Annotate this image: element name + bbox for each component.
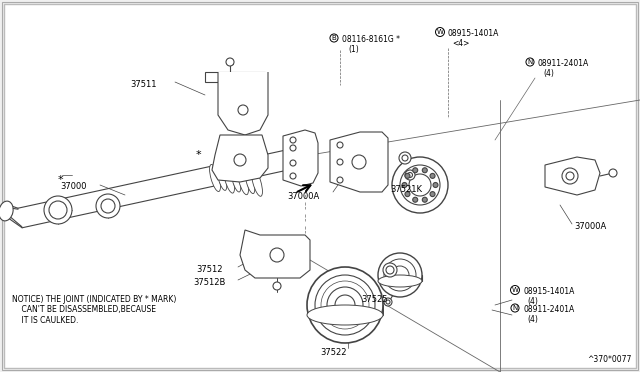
Polygon shape [240,230,310,278]
Circle shape [422,168,428,173]
Circle shape [384,298,392,306]
Ellipse shape [245,170,255,193]
Polygon shape [212,135,268,182]
Polygon shape [545,157,600,195]
Text: 08915-1401A: 08915-1401A [448,29,499,38]
Circle shape [433,183,438,187]
Ellipse shape [307,267,383,343]
Circle shape [352,155,366,169]
Circle shape [413,168,418,173]
Text: 37511: 37511 [130,80,157,89]
Circle shape [386,266,394,274]
Circle shape [44,196,72,224]
Ellipse shape [378,253,422,297]
Text: B: B [332,35,337,41]
Ellipse shape [384,259,416,291]
Circle shape [337,142,343,148]
Circle shape [101,199,115,213]
Circle shape [226,58,234,66]
Text: 37521K: 37521K [390,185,422,194]
Text: W: W [436,29,444,35]
Text: ^370*0077: ^370*0077 [588,355,632,364]
Circle shape [408,173,413,177]
Ellipse shape [321,281,369,329]
Text: 08911-2401A: 08911-2401A [523,305,574,314]
Circle shape [405,170,415,180]
Circle shape [238,105,248,115]
Text: 37000A: 37000A [574,222,606,231]
Circle shape [337,159,343,165]
Text: 08911-2401A: 08911-2401A [538,59,589,68]
Circle shape [402,155,408,161]
Polygon shape [283,130,318,186]
Polygon shape [218,72,268,135]
Text: N: N [527,59,532,65]
Circle shape [383,263,397,277]
Text: 08116-8161G *: 08116-8161G * [342,35,400,44]
Text: 37000A: 37000A [288,192,320,201]
Ellipse shape [392,157,448,213]
Circle shape [58,205,68,215]
Polygon shape [330,132,388,192]
Text: NOTICE) THE JOINT (INDICATED BY * MARK)
    CAN'T BE DISASSEMBLED,BECAUSE
    IT: NOTICE) THE JOINT (INDICATED BY * MARK) … [12,295,177,325]
Circle shape [290,160,296,166]
Ellipse shape [327,287,363,323]
Text: (1): (1) [348,45,359,54]
Circle shape [402,183,407,187]
Circle shape [413,197,418,202]
Text: *: * [195,150,201,160]
Circle shape [405,192,410,197]
Circle shape [48,205,58,215]
Circle shape [386,300,390,304]
Polygon shape [205,72,265,82]
Circle shape [270,248,284,262]
Text: 37512B: 37512B [193,278,225,287]
Text: N: N [513,305,518,311]
Circle shape [290,173,296,179]
Circle shape [49,201,67,219]
Ellipse shape [400,165,440,205]
Circle shape [422,197,428,202]
Ellipse shape [223,166,234,193]
Circle shape [430,192,435,197]
Ellipse shape [231,169,241,192]
Circle shape [96,194,120,218]
Circle shape [337,177,343,183]
Ellipse shape [315,275,375,335]
FancyBboxPatch shape [4,4,636,368]
Text: 08915-1401A: 08915-1401A [523,287,574,296]
Text: *: * [57,175,63,185]
Circle shape [430,173,435,179]
Circle shape [234,154,246,166]
Circle shape [609,169,617,177]
Ellipse shape [391,266,409,284]
Circle shape [273,282,281,290]
Text: 37512: 37512 [196,265,223,274]
Text: W: W [511,287,518,293]
Ellipse shape [307,305,383,325]
Text: <4>: <4> [452,39,469,48]
Ellipse shape [378,275,422,287]
Circle shape [290,137,296,143]
Text: 37522: 37522 [320,348,346,357]
Ellipse shape [335,295,355,315]
Ellipse shape [209,164,220,192]
Ellipse shape [252,169,262,196]
Ellipse shape [237,168,248,195]
Text: (4): (4) [543,69,554,78]
Circle shape [399,152,411,164]
Circle shape [290,145,296,151]
Ellipse shape [218,167,227,190]
Text: (4): (4) [527,297,538,306]
Text: 37525: 37525 [362,295,388,304]
Ellipse shape [0,201,13,221]
Circle shape [562,168,578,184]
Ellipse shape [409,174,431,196]
Circle shape [405,173,410,179]
Text: 37000: 37000 [60,182,86,191]
Text: (4): (4) [527,315,538,324]
Circle shape [566,172,574,180]
